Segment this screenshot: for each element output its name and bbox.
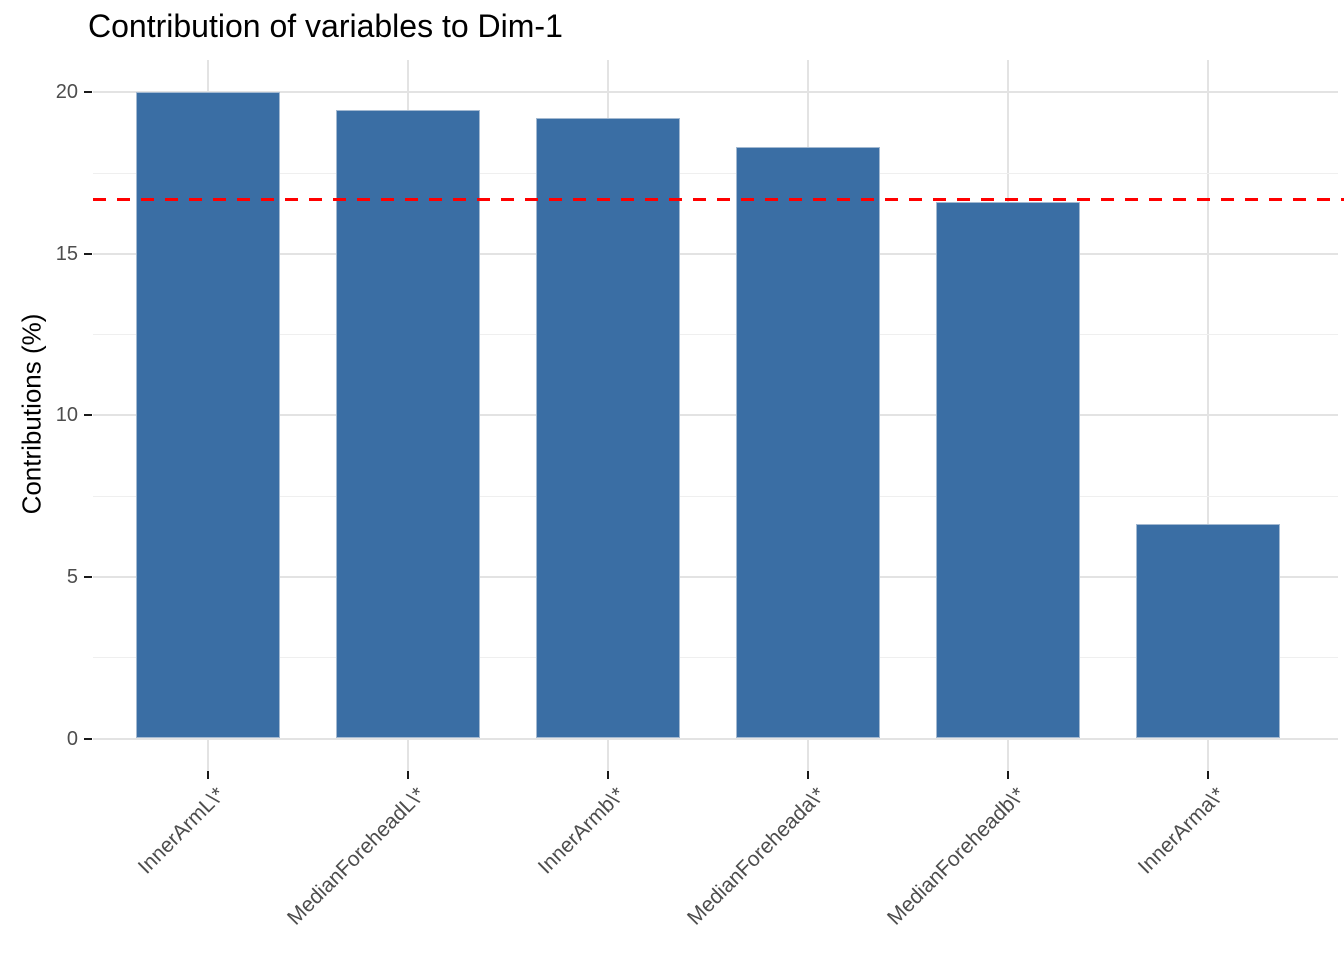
x-tick-mark — [1207, 771, 1209, 779]
chart-title: Contribution of variables to Dim-1 — [88, 8, 563, 44]
y-tick-mark — [84, 414, 92, 417]
bar — [336, 110, 480, 739]
y-tick-label: 15 — [55, 242, 78, 265]
x-tick-mark — [407, 771, 409, 779]
y-tick-label: 10 — [55, 404, 78, 427]
horizontal-major-gridline — [93, 737, 1338, 740]
x-tick-label: InnerArma\* — [1133, 783, 1230, 879]
x-tick-mark — [807, 771, 809, 779]
y-tick-mark — [84, 737, 92, 740]
x-tick-label: InnerArmb\* — [533, 783, 630, 879]
y-tick-label: 5 — [66, 565, 78, 588]
x-tick-label: MedianForeheada\* — [682, 783, 830, 930]
horizontal-minor-gridline — [93, 172, 1338, 174]
bar — [536, 118, 680, 739]
y-tick-label: 0 — [66, 727, 78, 750]
x-tick-mark — [1007, 771, 1009, 779]
x-tick-label: InnerArmL\* — [133, 783, 230, 879]
y-tick-mark — [84, 575, 92, 578]
x-tick-mark — [207, 771, 209, 779]
horizontal-minor-gridline — [93, 657, 1338, 659]
horizontal-major-gridline — [93, 91, 1338, 94]
x-tick-mark — [607, 771, 609, 779]
y-tick-label: 20 — [55, 81, 78, 104]
horizontal-minor-gridline — [93, 495, 1338, 497]
horizontal-major-gridline — [93, 252, 1338, 255]
y-tick-mark — [84, 252, 92, 255]
reference-line — [93, 198, 1344, 202]
bar — [736, 147, 880, 739]
bar — [936, 202, 1080, 739]
bar — [1136, 523, 1280, 739]
horizontal-minor-gridline — [93, 334, 1338, 336]
horizontal-major-gridline — [93, 414, 1338, 417]
horizontal-major-gridline — [93, 575, 1338, 578]
x-tick-label: MedianForeheadb\* — [882, 783, 1030, 930]
x-tick-label: MedianForeheadL\* — [282, 783, 430, 930]
y-tick-mark — [84, 91, 92, 94]
